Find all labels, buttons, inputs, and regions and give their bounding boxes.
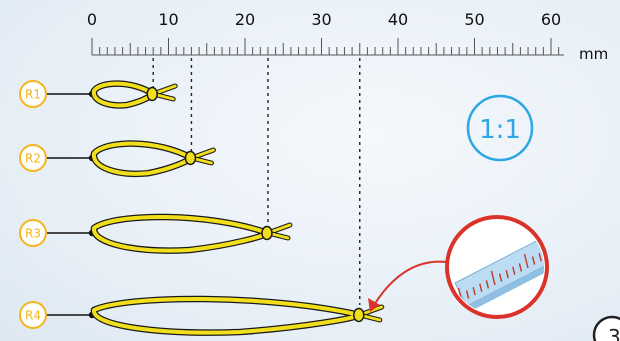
scale-badge-ring — [466, 94, 534, 162]
magnified-ruler-edge — [467, 258, 544, 312]
magnified-tick — [505, 270, 509, 279]
ring-loop — [92, 296, 362, 335]
magnified-tick — [465, 290, 470, 299]
rings: R1 R2 R3 R4 — [19, 80, 385, 336]
ring-knot — [184, 150, 197, 166]
magnified-tick — [531, 256, 536, 265]
magnified-tick — [538, 253, 542, 262]
ring-knot — [146, 86, 158, 102]
magnified-tick — [472, 287, 476, 296]
ruler-icon — [454, 234, 544, 312]
ring-r2: R2 — [19, 140, 216, 178]
ruler-tick-label: 10 — [158, 10, 178, 29]
ruler-tick-label: 50 — [464, 10, 484, 29]
magnifier-callout-icon — [368, 215, 549, 319]
corner-badge-text: 3 — [608, 325, 620, 341]
magnified-tick — [498, 273, 503, 282]
magnified-tick — [523, 253, 529, 269]
ring-r4: R4 — [19, 295, 385, 336]
ring-badge — [19, 80, 47, 108]
ring-knot — [353, 307, 365, 323]
ring-loop — [92, 141, 194, 176]
ruler-tick-label: 30 — [311, 10, 331, 29]
ring-badge-label: R2 — [25, 152, 41, 166]
corner-badge: 3 — [592, 315, 620, 341]
corner-badge-ring — [592, 315, 620, 341]
ruler-tick-labels: 0 10 20 30 40 50 60 — [87, 10, 561, 29]
magnified-tick — [518, 263, 523, 272]
magnified-tick — [490, 270, 496, 286]
magnified-tick — [512, 266, 516, 275]
ring-r1: R1 — [19, 80, 178, 109]
ring-loop — [91, 81, 156, 108]
ring-badge — [19, 219, 47, 247]
callout-arrow-line — [373, 260, 447, 306]
measurement-guides — [152, 58, 361, 305]
scale-badge: 1:1 — [466, 94, 534, 162]
callout-arrow-head — [368, 298, 380, 312]
ruler-unit: mm — [579, 45, 608, 63]
ruler-ticks — [91, 38, 560, 55]
ring-knot — [261, 225, 273, 241]
ring-badge-label: R1 — [25, 88, 41, 102]
magnified-tick — [479, 283, 483, 292]
ring-r3: R3 — [19, 213, 293, 254]
magnified-tick — [485, 280, 490, 289]
scale-badge-text: 1:1 — [479, 115, 521, 145]
ring-badge-label: R3 — [25, 227, 41, 241]
ruler: 0 10 20 30 40 50 60 mm — [87, 10, 608, 63]
ruler-tick-label: 20 — [235, 10, 255, 29]
ring-badge-label: R4 — [25, 309, 41, 323]
ring-loop — [92, 215, 270, 253]
ruler-tick-label: 0 — [87, 10, 97, 29]
ring-badge — [19, 301, 47, 329]
ruler-tick-label: 60 — [541, 10, 561, 29]
magnified-ruler-ticks — [457, 253, 542, 303]
ring-badge — [19, 144, 47, 172]
ruler-tick-label: 40 — [388, 10, 408, 29]
